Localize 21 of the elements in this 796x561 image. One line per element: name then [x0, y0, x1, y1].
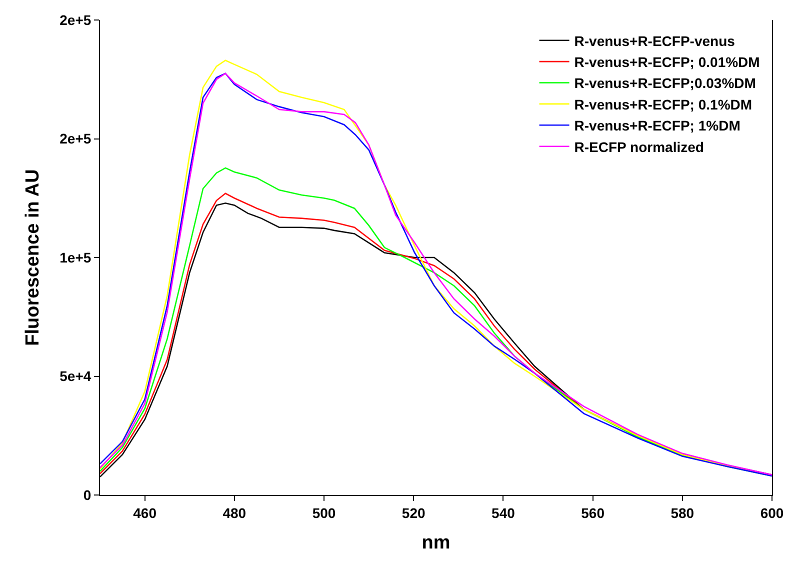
x-tick-label: 540 — [492, 504, 516, 521]
y-tick-label: 1e+5 — [60, 249, 92, 266]
y-tick-label: 5e+4 — [60, 368, 92, 384]
x-tick-label: 480 — [222, 504, 246, 521]
x-tick-label: 500 — [312, 504, 336, 521]
x-tick-label: 560 — [581, 504, 605, 521]
legend-label: R-venus+R-ECFP;0.03%DM — [574, 75, 756, 92]
y-tick-label: 2e+5 — [60, 12, 92, 28]
legend-label: R-ECFP normalized — [574, 138, 704, 155]
x-tick-label: 600 — [760, 504, 784, 521]
legend-label: R-venus+R-ECFP-venus — [574, 32, 736, 49]
x-tick-label: 520 — [402, 504, 426, 521]
y-axis-title: Fluorescence in AU — [22, 169, 44, 346]
x-tick-label: 460 — [133, 504, 157, 521]
x-axis-title: nm — [422, 532, 450, 554]
legend-label: R-venus+R-ECFP; 0.1%DM — [574, 96, 752, 112]
y-tick-label: 2e+5 — [60, 130, 92, 147]
legend-label: R-venus+R-ECFP; 1%DM — [574, 118, 740, 134]
x-tick-label: 580 — [670, 504, 694, 521]
y-tick-label: 0 — [83, 486, 92, 503]
legend-label: R-venus+R-ECFP; 0.01%DM — [574, 54, 760, 70]
